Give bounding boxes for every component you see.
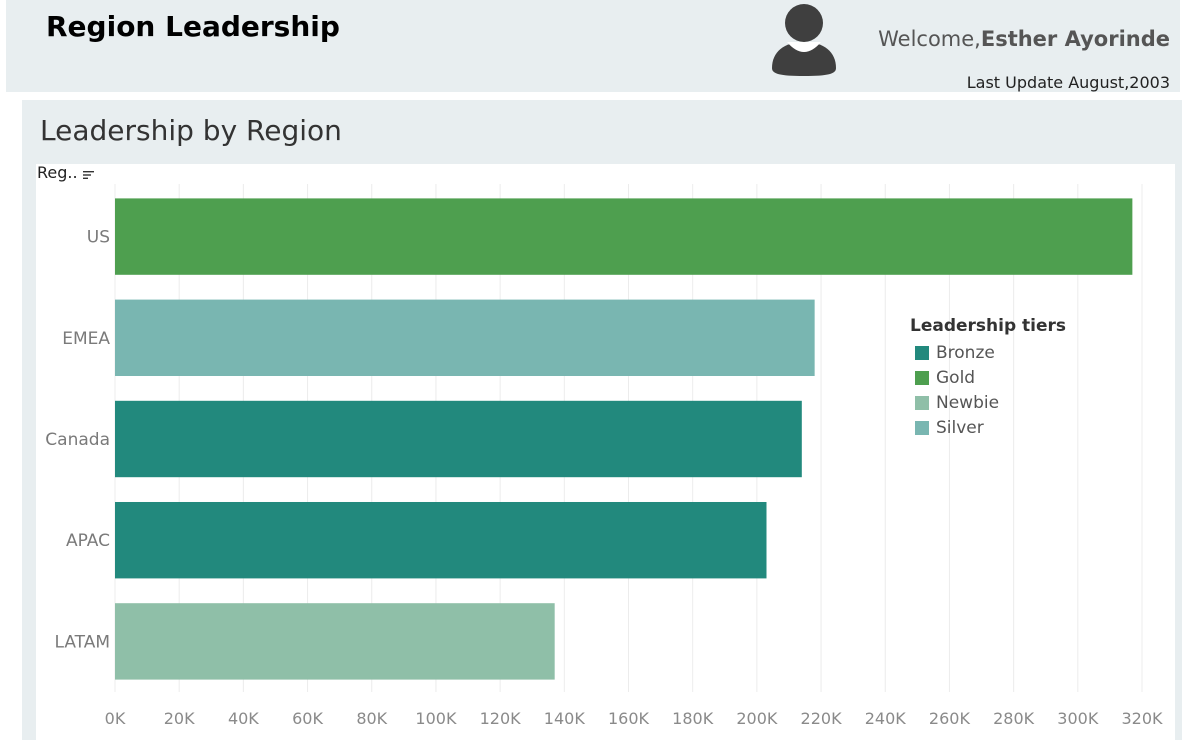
x-tick-label: 320K	[1121, 709, 1163, 728]
chart-title: Leadership by Region	[40, 114, 342, 147]
user-avatar-icon[interactable]	[772, 4, 836, 76]
x-tick-label: 40K	[228, 709, 259, 728]
bar-latam[interactable]	[115, 603, 555, 680]
bar-us[interactable]	[115, 198, 1133, 275]
legend-item-gold[interactable]: Gold	[910, 365, 1066, 390]
legend-label-gold: Gold	[936, 367, 976, 388]
legend-title: Leadership tiers	[910, 316, 1067, 336]
legend-item-silver[interactable]: Silver	[910, 415, 1066, 440]
x-tick-label: 220K	[801, 709, 843, 728]
x-tick-label: 240K	[865, 709, 907, 728]
welcome-prefix: Welcome,	[878, 27, 981, 51]
region-field-label: Reg..	[37, 163, 78, 182]
x-tick-label: 60K	[292, 709, 323, 728]
x-tick-label: 180K	[672, 709, 714, 728]
bar-apac[interactable]	[115, 501, 767, 579]
legend-label-bronze: Bronze	[936, 342, 995, 363]
legend-swatch-gold	[915, 370, 929, 385]
legend-item-bronze[interactable]: Bronze	[910, 340, 1066, 365]
category-label-canada: Canada	[45, 430, 110, 450]
category-label-apac: APAC	[66, 531, 110, 551]
header-bar: Region Leadership Welcome,Esther Ayorind…	[6, 0, 1180, 92]
legend-swatch-newbie	[915, 395, 929, 410]
category-label-latam: LATAM	[54, 632, 110, 652]
legend-label-newbie: Newbie	[936, 392, 1000, 413]
x-tick-label: 20K	[164, 709, 195, 728]
x-tick-label: 260K	[929, 709, 971, 728]
x-tick-label: 120K	[480, 709, 522, 728]
x-axis-tick-labels: 0K 20K 40K 60K 80K 100K 120K 140K 160K 180K 200K 22…	[105, 709, 1163, 728]
x-tick-label: 140K	[544, 709, 586, 728]
x-tick-label: 200K	[736, 709, 778, 728]
app-title: Region Leadership	[46, 10, 340, 43]
x-tick-label: 0K	[105, 709, 126, 728]
sort-descending-icon[interactable]	[83, 170, 94, 180]
x-tick-label: 280K	[993, 709, 1035, 728]
legend: Leadership tiers Bronze Gold Newbie Silv…	[910, 316, 1066, 440]
category-labels: US EMEA Canada APAC LATAM	[45, 228, 110, 653]
bar-canada[interactable]	[115, 400, 802, 478]
x-tick-label: 80K	[356, 709, 387, 728]
legend-label-silver: Silver	[936, 417, 984, 438]
x-tick-label: 160K	[608, 709, 650, 728]
bar-emea[interactable]	[115, 299, 815, 377]
legend-swatch-bronze	[915, 345, 929, 360]
last-update-text: Last Update August,2003	[966, 73, 1170, 92]
welcome-text: Welcome,Esther Ayorinde	[878, 27, 1170, 51]
legend-item-newbie[interactable]: Newbie	[910, 390, 1066, 415]
user-name: Esther Ayorinde	[980, 27, 1170, 51]
category-label-us: US	[87, 228, 110, 248]
x-tick-label: 100K	[415, 709, 457, 728]
legend-swatch-silver	[915, 420, 929, 435]
bars	[115, 198, 1133, 680]
category-label-emea: EMEA	[62, 329, 110, 349]
x-tick-label: 300K	[1057, 709, 1099, 728]
